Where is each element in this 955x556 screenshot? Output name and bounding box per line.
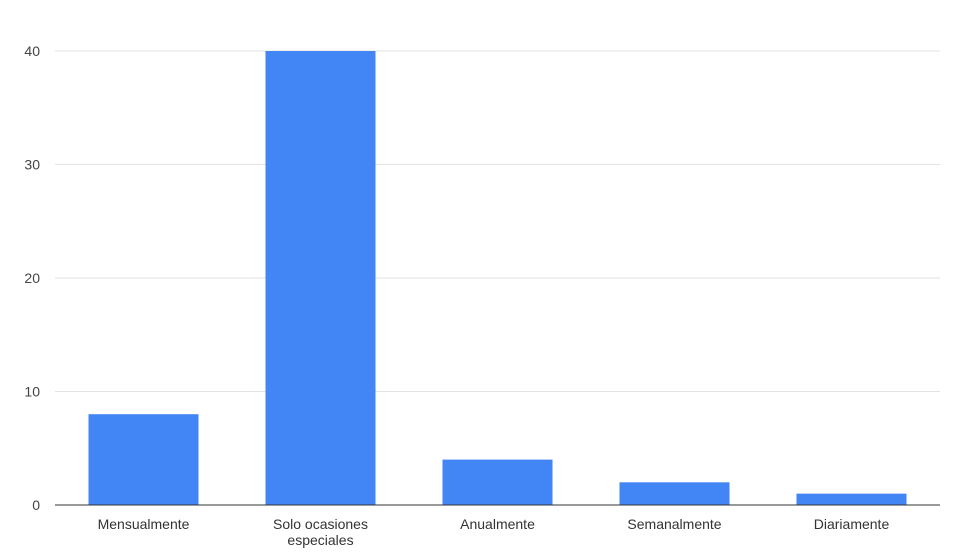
x-tick-label-line: Anualmente bbox=[460, 516, 535, 532]
bar-0 bbox=[88, 414, 199, 505]
y-tick-label: 40 bbox=[24, 43, 40, 59]
bar-2 bbox=[442, 459, 553, 505]
x-tick-label-line: especiales bbox=[287, 532, 353, 548]
x-tick-label-line: Diariamente bbox=[814, 516, 890, 532]
x-axis-ticks: Mensualmente Solo ocasiones especiales Anua… bbox=[98, 516, 890, 548]
x-tick-label: Anualmente bbox=[460, 516, 535, 532]
x-tick-label-line: Solo ocasiones bbox=[273, 516, 368, 532]
y-tick-label: 10 bbox=[24, 384, 40, 400]
bar-4 bbox=[796, 493, 907, 505]
x-tick-label: Semanalmente bbox=[627, 516, 721, 532]
y-axis-ticks: 0 10 20 30 40 bbox=[24, 43, 40, 513]
x-tick-label: Mensualmente bbox=[98, 516, 190, 532]
x-tick-label-line: Mensualmente bbox=[98, 516, 190, 532]
x-tick-label: Diariamente bbox=[814, 516, 890, 532]
bar-1 bbox=[265, 51, 376, 505]
y-tick-label: 0 bbox=[32, 497, 40, 513]
y-tick-label: 20 bbox=[24, 270, 40, 286]
bars bbox=[88, 51, 907, 505]
x-tick-label-line: Semanalmente bbox=[627, 516, 721, 532]
gridlines bbox=[55, 50, 940, 392]
y-tick-label: 30 bbox=[24, 157, 40, 173]
x-tick-label: Solo ocasiones especiales bbox=[273, 516, 368, 548]
bar-3 bbox=[619, 482, 730, 505]
